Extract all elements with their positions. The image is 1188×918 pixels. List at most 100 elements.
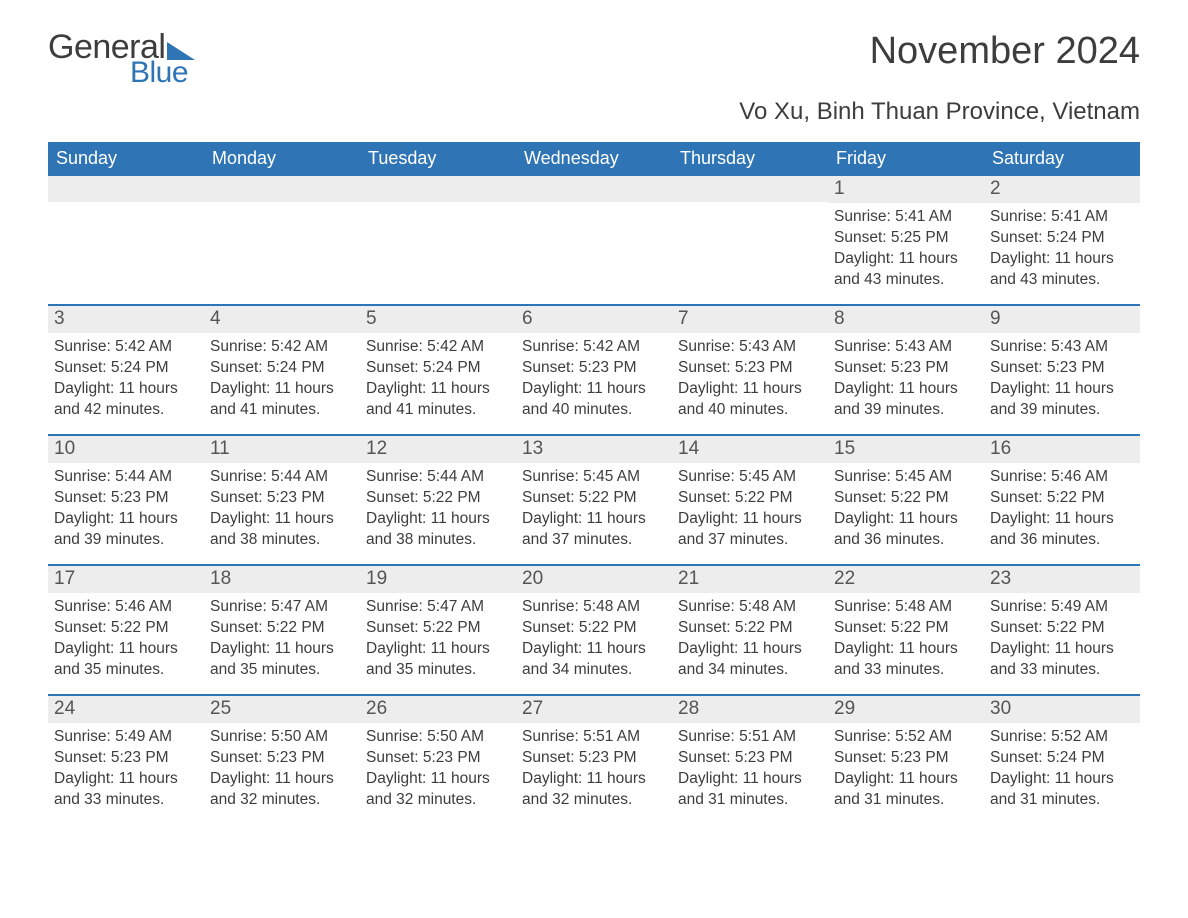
sunset-line: Sunset: 5:24 PM [990,228,1134,249]
day-number: 1 [828,176,984,203]
day-number: 7 [672,306,828,333]
calendar-day: 4Sunrise: 5:42 AMSunset: 5:24 PMDaylight… [204,306,360,434]
daylight-line: Daylight: 11 hours and 40 minutes. [678,379,822,421]
day-details: Sunrise: 5:43 AMSunset: 5:23 PMDaylight:… [828,333,984,427]
sunset-line: Sunset: 5:22 PM [990,618,1134,639]
calendar-day: 12Sunrise: 5:44 AMSunset: 5:22 PMDayligh… [360,436,516,564]
calendar-day: 17Sunrise: 5:46 AMSunset: 5:22 PMDayligh… [48,566,204,694]
sunset-line: Sunset: 5:23 PM [834,358,978,379]
calendar-day: 18Sunrise: 5:47 AMSunset: 5:22 PMDayligh… [204,566,360,694]
sunrise-line: Sunrise: 5:44 AM [210,467,354,488]
sunrise-line: Sunrise: 5:45 AM [522,467,666,488]
day-details: Sunrise: 5:47 AMSunset: 5:22 PMDaylight:… [360,593,516,687]
day-number: 20 [516,566,672,593]
sunrise-line: Sunrise: 5:49 AM [54,727,198,748]
calendar-week: 17Sunrise: 5:46 AMSunset: 5:22 PMDayligh… [48,564,1140,694]
day-details: Sunrise: 5:48 AMSunset: 5:22 PMDaylight:… [672,593,828,687]
calendar-day: 13Sunrise: 5:45 AMSunset: 5:22 PMDayligh… [516,436,672,564]
sunset-line: Sunset: 5:22 PM [54,618,198,639]
day-number: 13 [516,436,672,463]
sunset-line: Sunset: 5:23 PM [366,748,510,769]
day-details: Sunrise: 5:48 AMSunset: 5:22 PMDaylight:… [828,593,984,687]
day-number: 9 [984,306,1140,333]
sunrise-line: Sunrise: 5:47 AM [366,597,510,618]
sunset-line: Sunset: 5:23 PM [522,748,666,769]
daylight-line: Daylight: 11 hours and 39 minutes. [54,509,198,551]
day-number: 22 [828,566,984,593]
day-details: Sunrise: 5:48 AMSunset: 5:22 PMDaylight:… [516,593,672,687]
daylight-line: Daylight: 11 hours and 36 minutes. [834,509,978,551]
daylight-line: Daylight: 11 hours and 41 minutes. [366,379,510,421]
day-number: 19 [360,566,516,593]
sunrise-line: Sunrise: 5:50 AM [366,727,510,748]
sunrise-line: Sunrise: 5:42 AM [210,337,354,358]
day-details: Sunrise: 5:44 AMSunset: 5:23 PMDaylight:… [48,463,204,557]
sunset-line: Sunset: 5:23 PM [210,748,354,769]
sunrise-line: Sunrise: 5:44 AM [366,467,510,488]
location-text: Vo Xu, Binh Thuan Province, Vietnam [48,98,1140,126]
sunrise-line: Sunrise: 5:52 AM [834,727,978,748]
daylight-line: Daylight: 11 hours and 43 minutes. [834,249,978,291]
daylight-line: Daylight: 11 hours and 32 minutes. [522,769,666,811]
day-details: Sunrise: 5:50 AMSunset: 5:23 PMDaylight:… [204,723,360,817]
calendar-day: 22Sunrise: 5:48 AMSunset: 5:22 PMDayligh… [828,566,984,694]
sunset-line: Sunset: 5:22 PM [990,488,1134,509]
daylight-line: Daylight: 11 hours and 33 minutes. [54,769,198,811]
weekday-header: Tuesday [360,142,516,176]
daylight-line: Daylight: 11 hours and 31 minutes. [678,769,822,811]
sunrise-line: Sunrise: 5:45 AM [834,467,978,488]
sunrise-line: Sunrise: 5:43 AM [990,337,1134,358]
calendar-day: 30Sunrise: 5:52 AMSunset: 5:24 PMDayligh… [984,696,1140,824]
calendar-header-row: SundayMondayTuesdayWednesdayThursdayFrid… [48,142,1140,176]
day-number: 18 [204,566,360,593]
daylight-line: Daylight: 11 hours and 35 minutes. [54,639,198,681]
sunset-line: Sunset: 5:22 PM [834,618,978,639]
sunset-line: Sunset: 5:22 PM [834,488,978,509]
sunset-line: Sunset: 5:23 PM [678,748,822,769]
calendar-week: 3Sunrise: 5:42 AMSunset: 5:24 PMDaylight… [48,304,1140,434]
calendar-day: 9 Sunrise: 5:43 AMSunset: 5:23 PMDaylight… [984,306,1140,434]
calendar-day: 16Sunrise: 5:46 AMSunset: 5:22 PMDayligh… [984,436,1140,564]
day-details [516,202,672,292]
day-details: Sunrise: 5:52 AMSunset: 5:23 PMDaylight:… [828,723,984,817]
day-details: Sunrise: 5:51 AMSunset: 5:23 PMDaylight:… [516,723,672,817]
daylight-line: Daylight: 11 hours and 35 minutes. [366,639,510,681]
sunset-line: Sunset: 5:23 PM [54,488,198,509]
daylight-line: Daylight: 11 hours and 41 minutes. [210,379,354,421]
day-number [360,176,516,202]
day-details: Sunrise: 5:44 AMSunset: 5:22 PMDaylight:… [360,463,516,557]
daylight-line: Daylight: 11 hours and 33 minutes. [990,639,1134,681]
sunset-line: Sunset: 5:22 PM [678,618,822,639]
page-title: November 2024 [870,30,1140,73]
daylight-line: Daylight: 11 hours and 39 minutes. [990,379,1134,421]
sunrise-line: Sunrise: 5:42 AM [366,337,510,358]
day-number: 17 [48,566,204,593]
day-details: Sunrise: 5:46 AMSunset: 5:22 PMDaylight:… [984,463,1140,557]
calendar-week: 1Sunrise: 5:41 AMSunset: 5:25 PMDaylight… [48,176,1140,304]
day-details [204,202,360,292]
sunrise-line: Sunrise: 5:43 AM [834,337,978,358]
daylight-line: Daylight: 11 hours and 34 minutes. [678,639,822,681]
calendar-day: 15Sunrise: 5:45 AMSunset: 5:22 PMDayligh… [828,436,984,564]
calendar-day: 14Sunrise: 5:45 AMSunset: 5:22 PMDayligh… [672,436,828,564]
day-details [48,202,204,292]
calendar-day-empty [672,176,828,304]
weekday-header: Wednesday [516,142,672,176]
weekday-header: Thursday [672,142,828,176]
calendar-day: 28Sunrise: 5:51 AMSunset: 5:23 PMDayligh… [672,696,828,824]
calendar-day: 29Sunrise: 5:52 AMSunset: 5:23 PMDayligh… [828,696,984,824]
daylight-line: Daylight: 11 hours and 35 minutes. [210,639,354,681]
sunrise-line: Sunrise: 5:47 AM [210,597,354,618]
sunset-line: Sunset: 5:22 PM [522,488,666,509]
day-number: 24 [48,696,204,723]
calendar-day: 8Sunrise: 5:43 AMSunset: 5:23 PMDaylight… [828,306,984,434]
day-details: Sunrise: 5:49 AMSunset: 5:23 PMDaylight:… [48,723,204,817]
daylight-line: Daylight: 11 hours and 32 minutes. [210,769,354,811]
sunrise-line: Sunrise: 5:49 AM [990,597,1134,618]
calendar-day: 11Sunrise: 5:44 AMSunset: 5:23 PMDayligh… [204,436,360,564]
sunset-line: Sunset: 5:23 PM [210,488,354,509]
calendar-day: 27Sunrise: 5:51 AMSunset: 5:23 PMDayligh… [516,696,672,824]
daylight-line: Daylight: 11 hours and 42 minutes. [54,379,198,421]
calendar-day: 1Sunrise: 5:41 AMSunset: 5:25 PMDaylight… [828,176,984,304]
sunset-line: Sunset: 5:23 PM [990,358,1134,379]
